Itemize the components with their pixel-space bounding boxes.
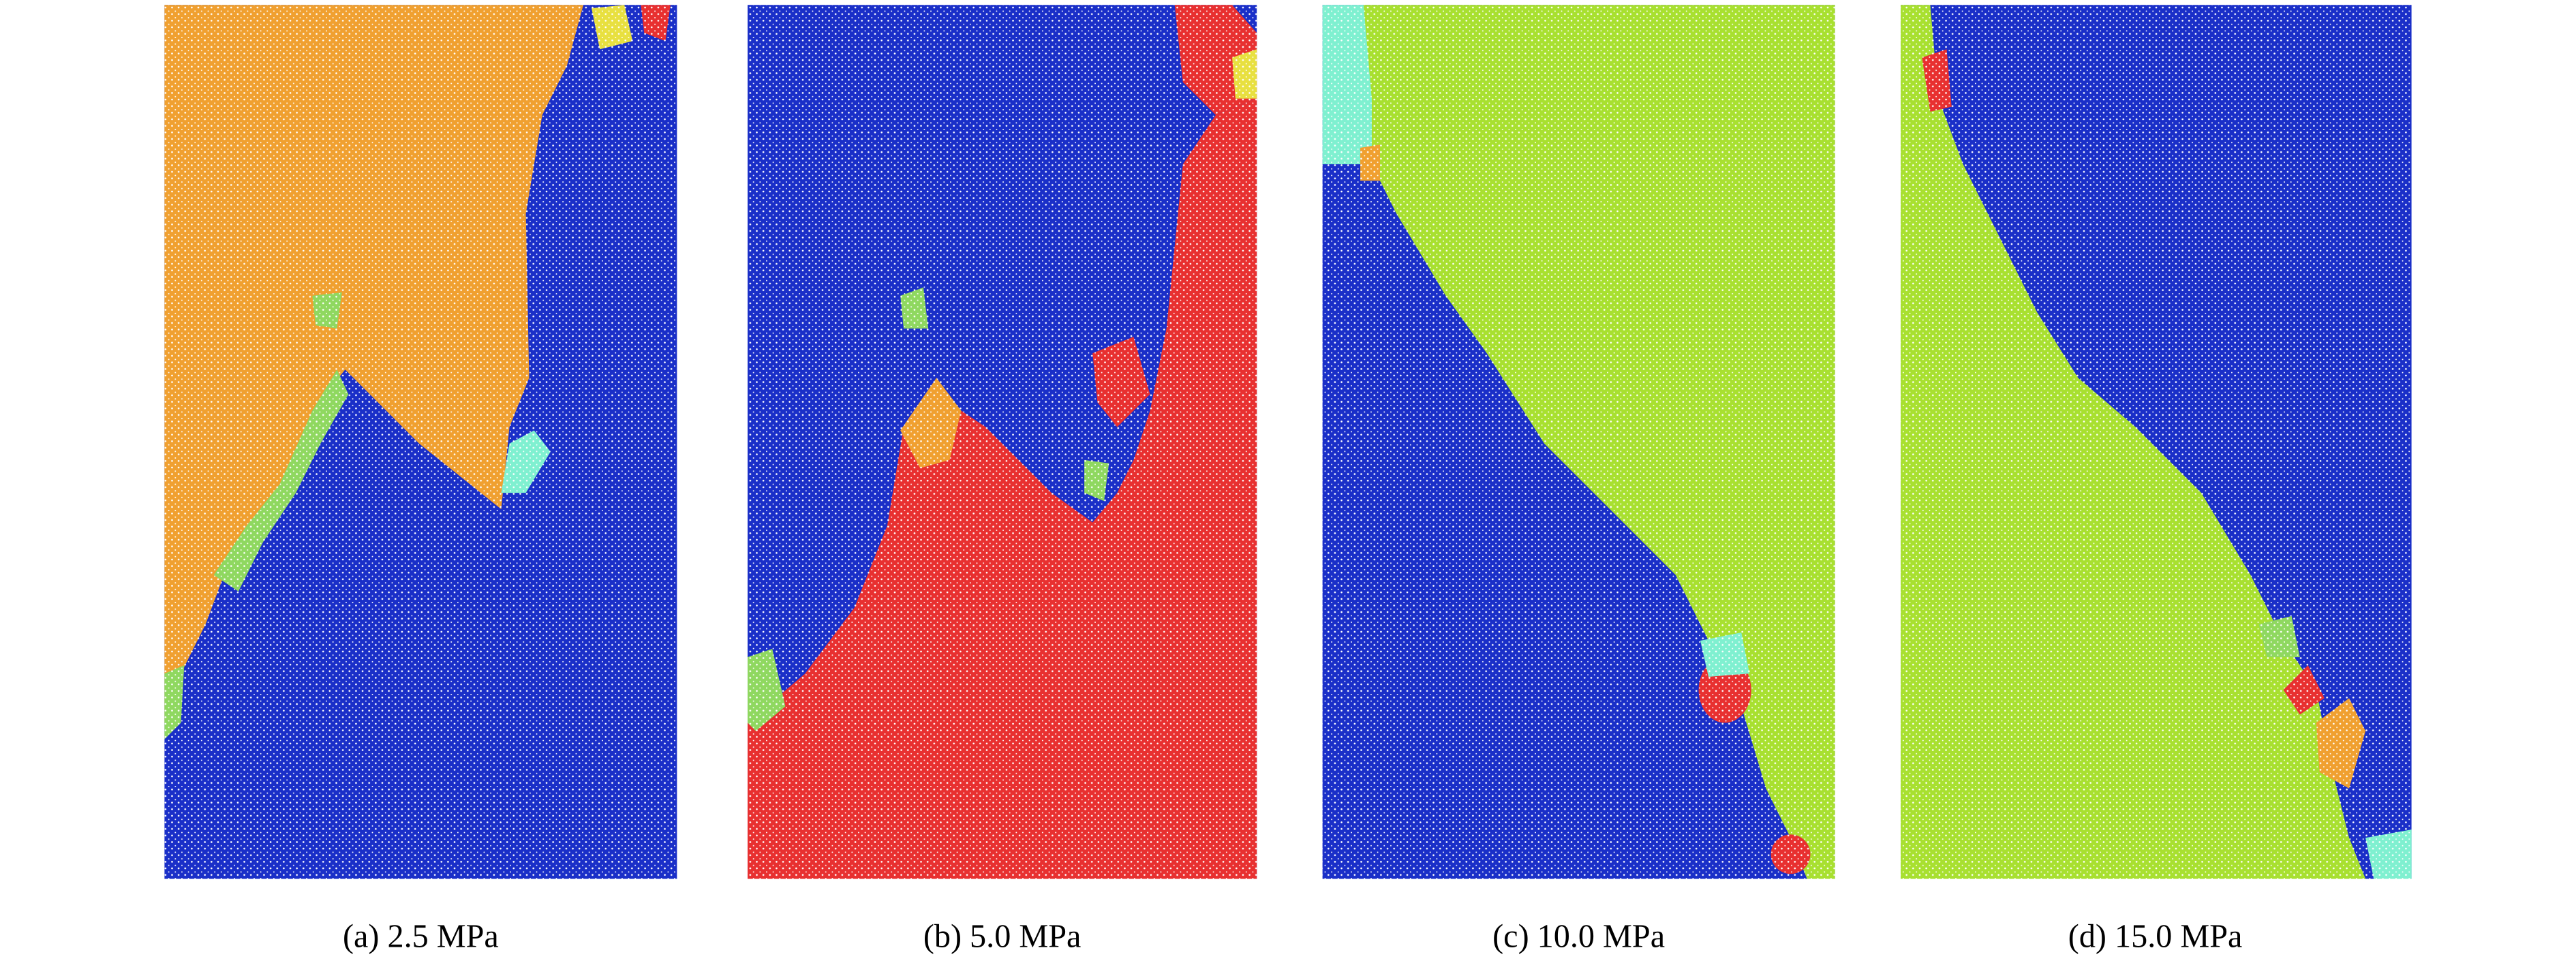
panel-c: [1322, 5, 1835, 879]
caption: (d) 15.0 MPa: [2068, 919, 2243, 955]
panel-b: [748, 5, 1257, 879]
caption: (a) 2.5 MPa: [343, 919, 499, 955]
panel-a: [164, 5, 677, 879]
panel-d: [1901, 5, 2412, 879]
caption: (c) 10.0 MPa: [1492, 919, 1665, 955]
caption: (b) 5.0 MPa: [923, 919, 1082, 955]
